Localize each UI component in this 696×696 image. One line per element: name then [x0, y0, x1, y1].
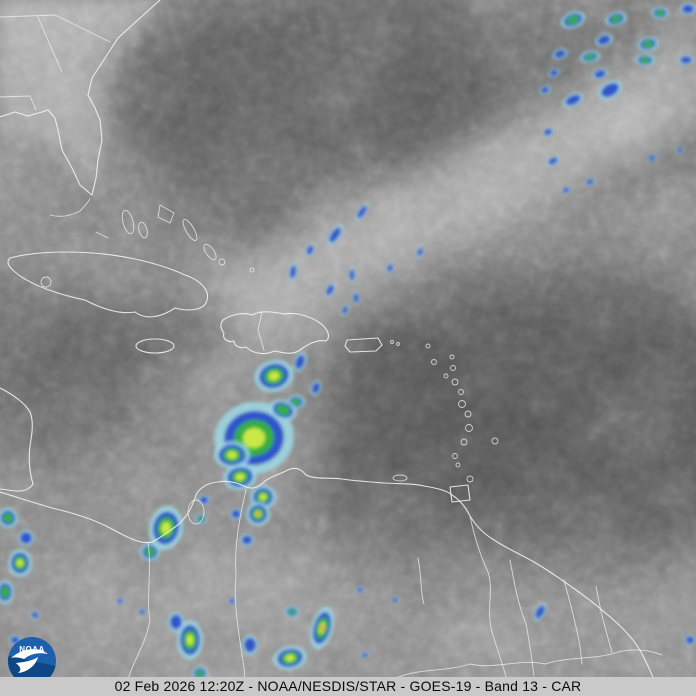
- coastlines-layer: [0, 0, 663, 696]
- margarita-island: [392, 474, 408, 482]
- convection-cell: [647, 154, 657, 162]
- convection-cell: [30, 611, 40, 619]
- coastline-puerto-rico: [344, 337, 383, 353]
- convection-cell: [552, 48, 568, 60]
- convection-cell: [355, 203, 369, 221]
- convection-cell: [561, 186, 571, 194]
- convection-cell: [361, 652, 369, 658]
- convection-cell: [560, 11, 586, 29]
- convection-cell: [195, 514, 207, 524]
- convection-cell: [177, 620, 203, 660]
- convection-cell: [539, 85, 551, 95]
- convection-cell: [214, 441, 250, 469]
- coastline-hispaniola: [220, 311, 329, 355]
- convection-cell: [230, 508, 242, 520]
- convection-cell: [138, 609, 146, 615]
- convection-cell: [240, 534, 254, 546]
- coastline-us-atlantic-gulf: [0, 0, 161, 196]
- noaa-logo-text: NOAA: [19, 645, 45, 654]
- convection-cell: [584, 178, 596, 186]
- convection-cell: [309, 606, 335, 650]
- coastline-central-america: [0, 387, 34, 492]
- convection-cell: [592, 68, 608, 80]
- convection-cell: [533, 602, 547, 622]
- convection-cell: [341, 304, 349, 316]
- convection-cell: [391, 597, 399, 603]
- convection-cell: [684, 635, 696, 645]
- convection-cell: [678, 55, 694, 65]
- convection-cell: [356, 587, 364, 593]
- convection-cell: [651, 7, 669, 19]
- convection-cell: [269, 399, 297, 421]
- convection-cell: [580, 50, 600, 64]
- coastline-trinidad: [449, 484, 471, 503]
- convection-cell: [0, 508, 18, 528]
- convection-cell: [546, 156, 560, 166]
- convection-cell: [605, 11, 627, 27]
- convection-cell: [680, 3, 696, 15]
- convection-cell: [637, 36, 659, 52]
- lake-maracaibo: [187, 499, 205, 525]
- convection-cell: [326, 224, 344, 246]
- lesser-antilles-islands: [425, 343, 499, 483]
- convection-cell: [198, 495, 210, 505]
- convection-cell: [18, 530, 34, 546]
- convection-cell: [192, 666, 208, 680]
- convection-cell: [349, 267, 355, 283]
- noaa-bird-upper-wing-icon: [11, 649, 48, 659]
- florida-keys: [49, 198, 91, 217]
- coastline-cuba: [7, 251, 209, 318]
- convection-cell: [562, 92, 584, 108]
- convection-cell: [288, 263, 298, 281]
- convection-cell: [0, 580, 14, 604]
- convection-cell: [293, 352, 307, 372]
- haiti-dr-border: [257, 312, 265, 351]
- convection-cell: [8, 549, 32, 577]
- convection-cell: [324, 282, 336, 298]
- convection-cell: [548, 68, 560, 78]
- convection-cell: [242, 635, 258, 655]
- convection-cell: [228, 598, 236, 604]
- convection-cell: [353, 291, 359, 305]
- convection-cell: [246, 502, 270, 526]
- convection-cell: [285, 606, 299, 618]
- convection-cell: [273, 645, 307, 671]
- convection-cell: [676, 146, 684, 154]
- convection-cell: [140, 543, 160, 561]
- noaa-bird-lower-wing-icon: [16, 657, 38, 673]
- convection-cell: [386, 262, 394, 274]
- convection-cell: [305, 243, 315, 257]
- coastline-south-america: [0, 467, 659, 695]
- convection-cell: [416, 246, 424, 258]
- convection-cell: [598, 80, 622, 100]
- convection-cell: [310, 380, 322, 396]
- south-america-borders: [126, 489, 663, 696]
- convection-cell: [542, 127, 554, 137]
- caption-text: 02 Feb 2026 12:20Z - NOAA/NESDIS/STAR - …: [114, 678, 582, 694]
- coastline-jamaica: [135, 338, 175, 354]
- convection-cell: [116, 598, 124, 604]
- convection-cell: [254, 359, 294, 393]
- convection-cell: [168, 612, 184, 632]
- convection-cell: [595, 33, 613, 47]
- convection-cell: [635, 54, 655, 66]
- caption-bar: 02 Feb 2026 12:20Z - NOAA/NESDIS/STAR - …: [0, 677, 696, 696]
- bahamas-islands: [95, 204, 255, 273]
- isle-of-youth: [40, 276, 52, 288]
- us-state-borders: [0, 14, 111, 111]
